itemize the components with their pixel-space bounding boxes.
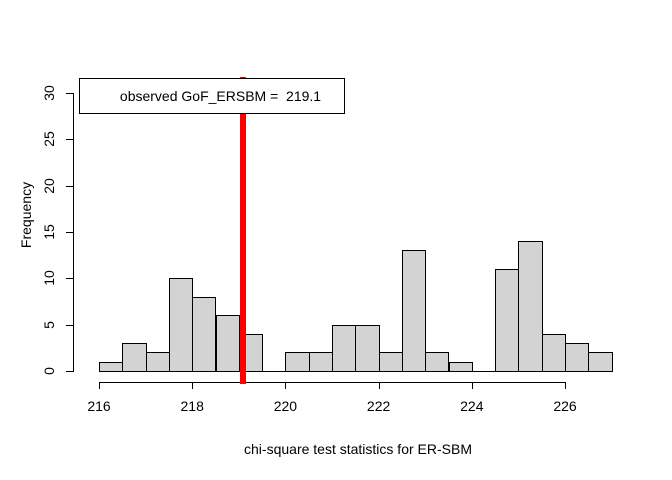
x-tick-label: 222 xyxy=(366,398,391,414)
x-tick-label: 220 xyxy=(273,398,298,414)
x-tick-mark xyxy=(285,382,287,389)
y-tick-mark xyxy=(66,231,73,233)
x-tick-label: 224 xyxy=(460,398,484,414)
legend-text: observed GoF_ERSBM = 219.1 xyxy=(119,88,322,104)
histogram-bar xyxy=(168,278,194,372)
y-tick-label: 20 xyxy=(41,177,57,194)
x-axis-line xyxy=(99,382,566,383)
y-axis-title: Frequency xyxy=(18,181,34,249)
histogram-bar xyxy=(99,361,124,372)
y-tick-label: 0 xyxy=(41,367,57,375)
y-tick-label: 15 xyxy=(41,224,57,240)
y-tick-label: 10 xyxy=(41,270,57,287)
histogram-bar xyxy=(448,361,473,372)
x-tick-mark xyxy=(471,382,473,389)
y-tick-mark xyxy=(66,92,73,94)
x-tick-mark xyxy=(565,382,566,389)
y-tick-label: 30 xyxy=(41,85,57,101)
x-tick-mark xyxy=(192,382,194,389)
y-tick-mark xyxy=(66,139,73,141)
histogram-bar xyxy=(588,352,613,372)
histogram-bar xyxy=(122,343,147,372)
histogram-bar xyxy=(332,324,357,372)
histogram-bar xyxy=(355,324,380,372)
y-tick-mark xyxy=(66,324,73,326)
histogram-bar xyxy=(285,352,310,372)
histogram-bar xyxy=(215,315,240,372)
y-axis-line xyxy=(73,92,74,372)
histogram-bar xyxy=(378,352,403,372)
x-tick-mark xyxy=(378,382,380,389)
histogram-bar xyxy=(518,241,543,372)
histogram-bar xyxy=(425,352,450,372)
y-tick-mark xyxy=(66,185,73,187)
y-tick-mark xyxy=(66,278,73,280)
histogram-bar xyxy=(401,250,427,372)
histogram-bar xyxy=(192,296,217,372)
legend-box: observed GoF_ERSBM = 219.1 xyxy=(79,78,345,114)
y-tick-label: 5 xyxy=(41,320,57,329)
y-tick-mark xyxy=(66,371,73,372)
histogram-bar xyxy=(495,269,520,372)
x-tick-label: 216 xyxy=(87,398,111,414)
y-tick-label: 25 xyxy=(41,131,57,148)
x-tick-label: 226 xyxy=(553,398,577,414)
histogram-bar xyxy=(565,343,590,372)
histogram-bar xyxy=(145,352,170,372)
x-tick-mark xyxy=(99,382,100,389)
observed-value-line xyxy=(240,77,247,384)
x-axis-title: chi-square test statistics for ER-SBM xyxy=(244,441,472,457)
histogram-bar xyxy=(541,333,566,372)
x-tick-label: 218 xyxy=(180,398,204,414)
histogram-bar xyxy=(308,352,333,372)
